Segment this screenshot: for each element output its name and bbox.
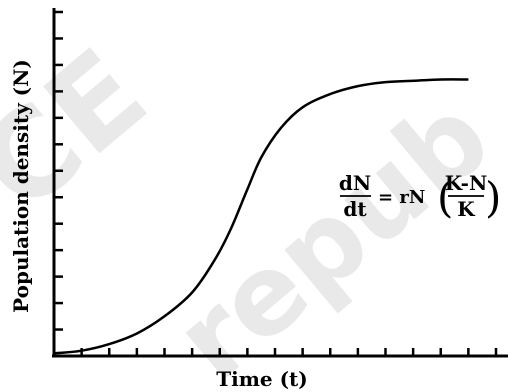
- equation-rhs-numerator: K-N: [445, 171, 488, 195]
- equation-lhs-denominator: dt: [343, 197, 367, 221]
- logistic-equation: dN dt = rN ( K-N K ): [339, 171, 502, 222]
- equation-rhs-prefix: = rN: [378, 187, 425, 208]
- equation-lhs-numerator: dN: [339, 171, 371, 195]
- x-ticks: [80, 348, 498, 357]
- equation-rhs-denominator: K: [457, 197, 475, 221]
- logistic-curve: [53, 78, 469, 355]
- equation-right-paren: ): [485, 173, 501, 222]
- svg-text:repub: repub: [152, 72, 512, 392]
- y-axis-label: Population density (N): [9, 59, 33, 313]
- equation-left-paren: (: [437, 173, 453, 222]
- y-ticks: [53, 10, 63, 331]
- x-axis-label: Time (t): [216, 367, 308, 391]
